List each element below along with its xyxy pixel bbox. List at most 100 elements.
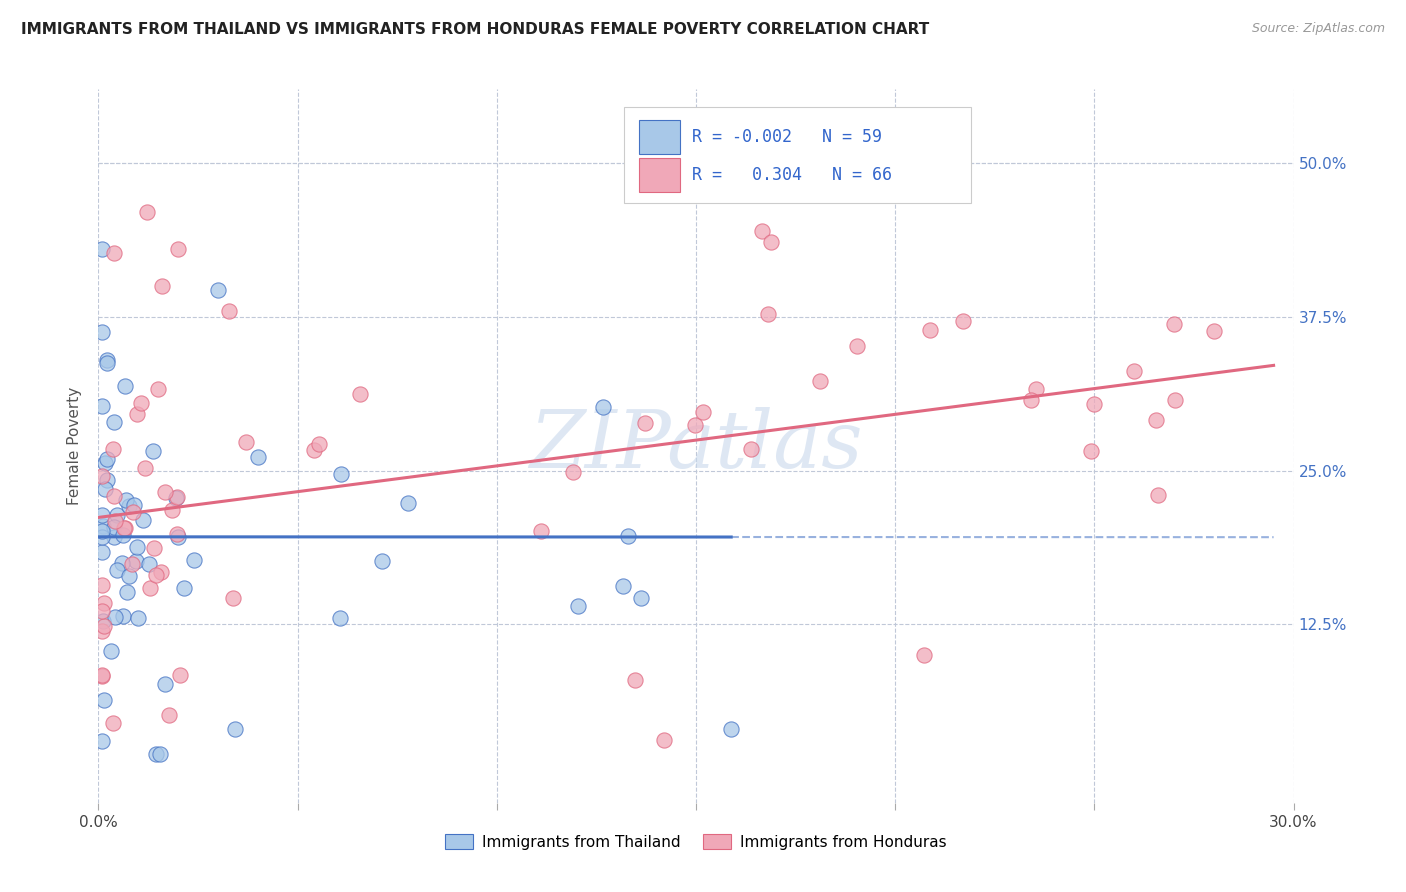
Point <box>93 693 115 707</box>
Point <box>153 677 176 691</box>
Point <box>91 578 114 592</box>
Point <box>150 279 173 293</box>
Point <box>132 513 155 527</box>
Point <box>91 604 114 618</box>
Point <box>121 558 143 572</box>
Point <box>149 747 172 761</box>
Point <box>91 667 114 681</box>
Point <box>246 450 269 465</box>
Point <box>114 379 136 393</box>
Point <box>567 599 589 613</box>
Point <box>308 437 330 451</box>
Point <box>145 568 167 582</box>
Point <box>93 618 115 632</box>
Point <box>138 557 160 571</box>
Point <box>91 242 114 256</box>
Bar <box>638 158 681 192</box>
Point <box>808 374 831 388</box>
Point <box>222 591 245 606</box>
Point <box>1144 413 1167 427</box>
Point <box>94 456 117 470</box>
Point <box>103 519 125 533</box>
Point <box>683 417 706 432</box>
Point <box>103 415 125 429</box>
Point <box>530 524 553 539</box>
Point <box>1123 364 1146 378</box>
Point <box>91 518 114 533</box>
Point <box>166 526 188 541</box>
Point <box>1202 324 1225 338</box>
Point <box>371 554 394 568</box>
Legend: Immigrants from Thailand, Immigrants from Honduras: Immigrants from Thailand, Immigrants fro… <box>439 828 953 855</box>
Point <box>592 400 614 414</box>
Point <box>91 399 114 413</box>
Point <box>104 610 127 624</box>
Point <box>91 545 114 559</box>
Point <box>93 596 115 610</box>
Point <box>125 407 148 421</box>
Point <box>91 530 114 544</box>
Point <box>692 405 714 419</box>
Point <box>103 488 125 502</box>
Point <box>96 353 118 368</box>
Point <box>96 356 118 370</box>
Y-axis label: Female Poverty: Female Poverty <box>67 387 83 505</box>
Point <box>91 468 114 483</box>
Point <box>94 482 117 496</box>
Point <box>101 442 124 456</box>
Point <box>1019 392 1042 407</box>
Text: R =   0.304   N = 66: R = 0.304 N = 66 <box>692 166 893 184</box>
Point <box>91 624 114 639</box>
Point <box>125 553 148 567</box>
Point <box>740 442 762 456</box>
Point <box>349 387 371 401</box>
Point <box>1164 392 1187 407</box>
Point <box>91 669 114 683</box>
Point <box>302 442 325 457</box>
Point <box>157 708 180 723</box>
Point <box>329 611 352 625</box>
Point <box>148 382 170 396</box>
Point <box>1080 444 1102 458</box>
Point <box>122 505 145 519</box>
Point <box>114 521 136 535</box>
Point <box>167 242 190 256</box>
FancyBboxPatch shape <box>624 107 972 203</box>
Point <box>1025 382 1047 396</box>
Bar <box>638 120 681 154</box>
Point <box>111 557 134 571</box>
Point <box>142 444 165 458</box>
Point <box>183 553 205 567</box>
Point <box>91 508 114 523</box>
Point <box>617 529 640 543</box>
Point <box>396 496 419 510</box>
Point <box>118 500 141 514</box>
Point <box>759 235 782 249</box>
Point <box>105 563 128 577</box>
Point <box>751 224 773 238</box>
Point <box>91 325 114 339</box>
Point <box>169 667 191 681</box>
Point <box>224 722 246 736</box>
Point <box>218 303 240 318</box>
Text: IMMIGRANTS FROM THAILAND VS IMMIGRANTS FROM HONDURAS FEMALE POVERTY CORRELATION : IMMIGRANTS FROM THAILAND VS IMMIGRANTS F… <box>21 22 929 37</box>
Point <box>118 569 141 583</box>
Point <box>1147 488 1170 502</box>
Point <box>166 491 188 505</box>
Text: Source: ZipAtlas.com: Source: ZipAtlas.com <box>1251 22 1385 36</box>
Point <box>112 521 135 535</box>
Point <box>330 467 353 482</box>
Point <box>173 581 195 595</box>
Point <box>207 283 229 297</box>
Point <box>155 484 177 499</box>
Point <box>100 643 122 657</box>
Point <box>103 245 125 260</box>
Point <box>115 585 138 599</box>
Point <box>127 611 149 625</box>
Point <box>1163 318 1185 332</box>
Point <box>112 528 135 542</box>
Point <box>167 530 190 544</box>
Point <box>96 451 118 466</box>
Point <box>115 492 138 507</box>
Text: R = -0.002   N = 59: R = -0.002 N = 59 <box>692 128 883 146</box>
